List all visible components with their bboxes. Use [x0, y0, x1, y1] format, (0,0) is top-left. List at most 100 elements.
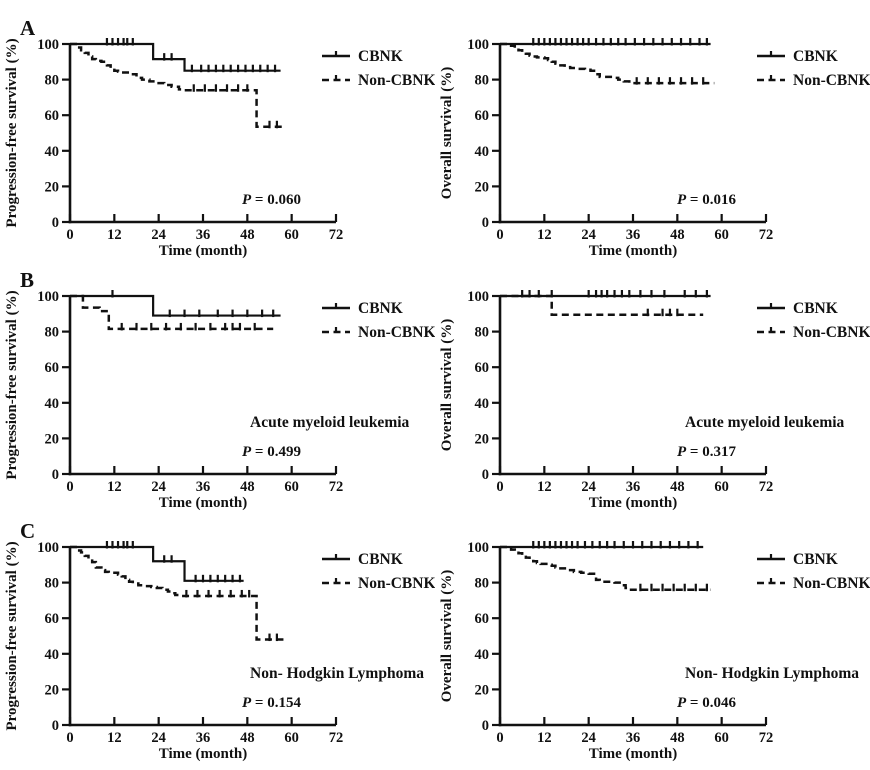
- km-plot-b-overall-survival: 0 20 40 60 80 100 0 12 24 36 48 60 72 Time (month) Ove…: [439, 289, 870, 511]
- legend-label-cbnk: CBNK: [358, 551, 403, 568]
- y-tick-label: 60: [475, 360, 490, 376]
- y-tick-label: 100: [467, 289, 489, 305]
- series-line-cbnk: [70, 294, 281, 317]
- x-tick-label: 72: [759, 227, 774, 243]
- y-tick-label: 20: [45, 682, 60, 698]
- x-axis-title: Time (month): [589, 746, 677, 762]
- panel-letter-a: A: [20, 16, 36, 40]
- y-tick-label: 20: [45, 179, 60, 195]
- subgroup-annotation: Acute myeloid leukemia: [250, 414, 410, 431]
- x-tick-label: 24: [151, 730, 166, 746]
- legend-label-non-cbnk: Non-CBNK: [358, 72, 435, 89]
- subgroup-annotation: Non- Hodgkin Lymphoma: [685, 665, 859, 682]
- y-axis-title: Progression-free survival (%): [4, 290, 20, 479]
- x-tick-label: 24: [581, 730, 596, 746]
- legend-label-cbnk: CBNK: [358, 300, 403, 317]
- km-plot-c-progression-free-survival: 0 20 40 60 80 100 0 12 24 36 48 60 72 Time (month) Pro…: [4, 540, 435, 762]
- y-tick-label: 0: [52, 718, 59, 734]
- panel-b-os-cell: 0 20 40 60 80 100 0 12 24 36 48 60 72 Time (month) Ove…: [435, 266, 870, 518]
- panel-c-pfs-cell: 0 20 40 60 80 100 0 12 24 36 48 60 72 Time (month) Pro…: [0, 517, 435, 769]
- y-tick-label: 0: [52, 467, 59, 483]
- x-tick-label: 36: [626, 479, 641, 495]
- x-tick-label: 36: [196, 479, 211, 495]
- series-line-non-cbnk: [500, 294, 704, 316]
- panel-b-pfs-cell: 0 20 40 60 80 100 0 12 24 36 48 60 72 Time (month) Pro…: [0, 266, 435, 518]
- y-tick-label: 20: [45, 431, 60, 447]
- x-tick-label: 60: [284, 479, 299, 495]
- y-tick-label: 40: [475, 144, 490, 160]
- y-tick-label: 80: [45, 576, 60, 592]
- subgroup-annotation: Acute myeloid leukemia: [685, 414, 845, 431]
- x-tick-label: 36: [626, 730, 641, 746]
- y-tick-label: 100: [467, 540, 489, 556]
- y-tick-label: 20: [475, 179, 490, 195]
- panel-a-os-cell: 0 20 40 60 80 100 0 12 24 36 48 60 72 Time (month) Ove…: [435, 14, 870, 266]
- y-tick-label: 80: [475, 576, 490, 592]
- x-tick-label: 12: [537, 479, 552, 495]
- panel-a-pfs-cell: 0 20 40 60 80 100 0 12 24 36 48 60 72 Time (month) Pro…: [0, 14, 435, 266]
- legend-label-non-cbnk: Non-CBNK: [793, 72, 870, 89]
- x-tick-label: 48: [240, 227, 255, 243]
- x-tick-label: 12: [107, 227, 122, 243]
- y-tick-label: 60: [45, 360, 60, 376]
- y-tick-label: 0: [482, 467, 489, 483]
- legend-label-non-cbnk: Non-CBNK: [793, 575, 870, 592]
- y-tick-label: 40: [45, 144, 60, 160]
- p-value-label: P = 0.317: [677, 444, 736, 460]
- legend-label-cbnk: CBNK: [793, 48, 838, 65]
- x-tick-label: 0: [66, 479, 73, 495]
- y-tick-label: 0: [52, 215, 59, 231]
- y-tick-label: 60: [45, 108, 60, 124]
- x-tick-label: 36: [196, 227, 211, 243]
- x-tick-label: 36: [626, 227, 641, 243]
- y-axis-title: Overall survival (%): [439, 67, 455, 199]
- y-axis-title: Overall survival (%): [439, 319, 455, 451]
- x-axis-title: Time (month): [159, 746, 247, 762]
- km-plot-a-overall-survival: 0 20 40 60 80 100 0 12 24 36 48 60 72 Time (month) Ove…: [439, 37, 870, 259]
- x-axis-title: Time (month): [159, 243, 247, 259]
- y-axis-title: Progression-free survival (%): [4, 541, 20, 730]
- x-tick-label: 60: [714, 227, 729, 243]
- y-tick-label: 40: [475, 396, 490, 412]
- y-tick-label: 60: [475, 611, 490, 627]
- x-tick-label: 24: [581, 227, 596, 243]
- y-axis-title: Overall survival (%): [439, 570, 455, 702]
- y-tick-label: 40: [45, 647, 60, 663]
- series-line-non-cbnk: [70, 42, 285, 129]
- p-value-label: P = 0.046: [677, 695, 736, 711]
- x-tick-label: 12: [107, 730, 122, 746]
- x-tick-label: 72: [329, 227, 344, 243]
- legend-label-cbnk: CBNK: [793, 300, 838, 317]
- p-value-label: P = 0.154: [242, 695, 301, 711]
- legend-label-non-cbnk: Non-CBNK: [793, 324, 870, 341]
- y-tick-label: 80: [45, 73, 60, 89]
- x-tick-label: 60: [284, 227, 299, 243]
- km-plot-a-progression-free-survival: 0 20 40 60 80 100 0 12 24 36 48 60 72 Time (month) Pro…: [4, 37, 435, 259]
- y-tick-label: 100: [37, 37, 59, 53]
- x-axis-title: Time (month): [589, 495, 677, 511]
- series-line-non-cbnk: [500, 42, 715, 85]
- y-tick-label: 100: [467, 37, 489, 53]
- legend-label-non-cbnk: Non-CBNK: [358, 324, 435, 341]
- x-tick-label: 36: [196, 730, 211, 746]
- y-tick-label: 100: [37, 289, 59, 305]
- x-tick-label: 12: [107, 479, 122, 495]
- x-tick-label: 48: [670, 227, 685, 243]
- subgroup-annotation: Non- Hodgkin Lymphoma: [250, 665, 424, 682]
- p-value-label: P = 0.016: [677, 192, 736, 208]
- series-line-cbnk: [70, 42, 281, 72]
- y-tick-label: 60: [475, 108, 490, 124]
- x-tick-label: 72: [329, 730, 344, 746]
- y-tick-label: 0: [482, 215, 489, 231]
- y-tick-label: 20: [475, 431, 490, 447]
- y-axis-title: Progression-free survival (%): [4, 38, 20, 227]
- x-tick-label: 60: [714, 479, 729, 495]
- panel-letter-c: C: [20, 519, 36, 543]
- x-tick-label: 0: [496, 479, 503, 495]
- x-tick-label: 60: [714, 730, 729, 746]
- y-tick-label: 40: [45, 396, 60, 412]
- x-tick-label: 72: [759, 730, 774, 746]
- km-plot-c-overall-survival: 0 20 40 60 80 100 0 12 24 36 48 60 72 Time (month) Ove…: [439, 540, 870, 762]
- x-tick-label: 48: [670, 730, 685, 746]
